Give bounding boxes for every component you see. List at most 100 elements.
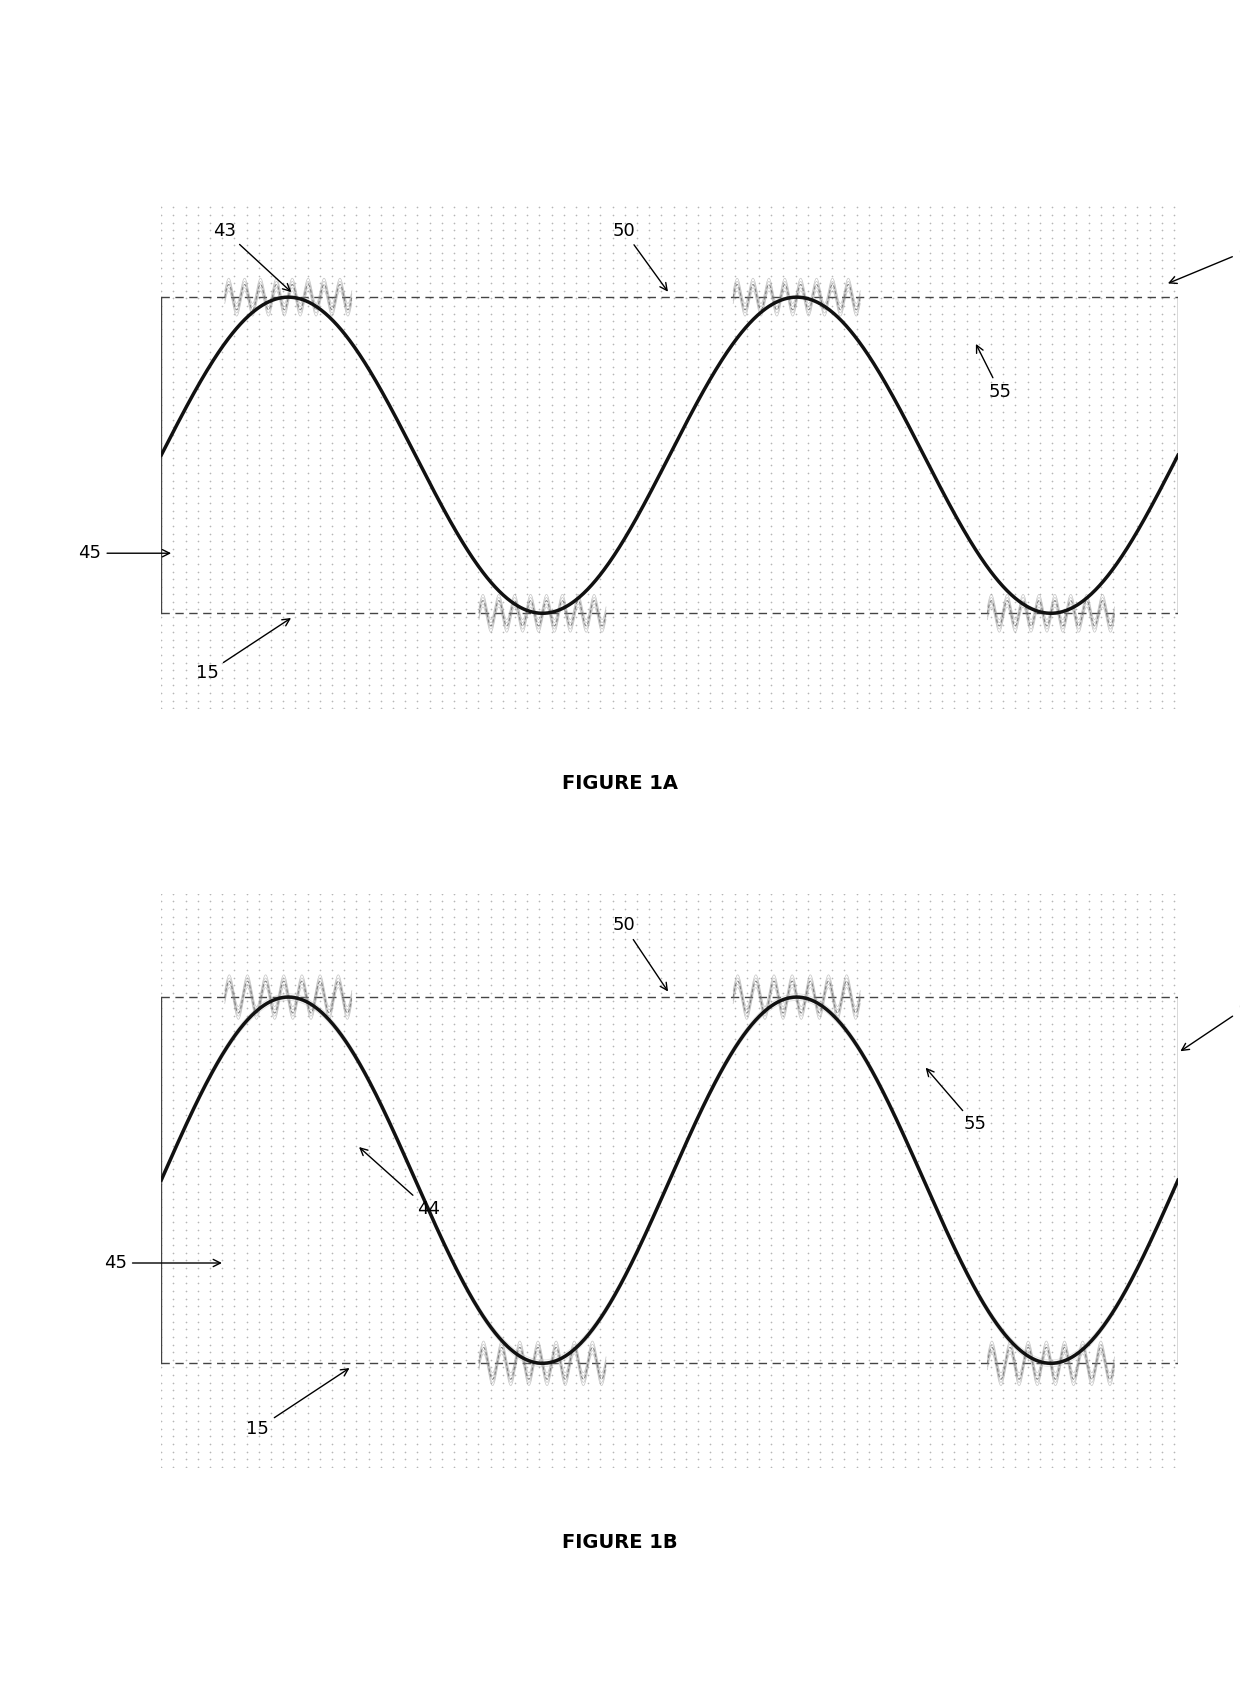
Point <box>1127 1040 1147 1067</box>
Point <box>322 1270 342 1297</box>
Point <box>676 1377 696 1404</box>
Point <box>273 1101 293 1128</box>
Point <box>701 452 720 479</box>
Point <box>920 1293 940 1320</box>
Point <box>663 1347 683 1374</box>
Point <box>822 1362 842 1389</box>
Point <box>590 926 610 953</box>
Point <box>578 1347 598 1374</box>
Point <box>883 519 903 546</box>
Point <box>1054 1224 1074 1251</box>
Point <box>761 475 781 502</box>
Point <box>1140 1086 1159 1113</box>
Point <box>847 1384 867 1411</box>
Point <box>224 459 244 486</box>
Point <box>676 536 696 563</box>
Point <box>298 475 317 502</box>
Point <box>1127 642 1147 669</box>
Point <box>262 1148 281 1175</box>
Point <box>1066 1300 1086 1327</box>
Point <box>262 1415 281 1442</box>
Point <box>578 956 598 983</box>
Point <box>799 642 818 669</box>
Point <box>724 1179 744 1205</box>
Point <box>799 695 818 722</box>
Point <box>627 550 647 577</box>
Point <box>567 1377 587 1404</box>
Point <box>1091 612 1111 639</box>
Point <box>932 543 952 570</box>
Point <box>494 491 513 518</box>
Point <box>322 1315 342 1342</box>
Point <box>1054 1339 1074 1366</box>
Point <box>419 1010 439 1037</box>
Point <box>701 604 720 631</box>
Point <box>872 904 892 931</box>
Point <box>859 224 879 251</box>
Point <box>799 261 818 288</box>
Point <box>993 1003 1013 1030</box>
Point <box>968 679 988 706</box>
Point <box>799 1453 818 1480</box>
Point <box>212 361 232 388</box>
Point <box>164 1430 184 1457</box>
Point <box>383 986 403 1013</box>
Point <box>1042 1003 1061 1030</box>
Point <box>1091 1003 1111 1030</box>
Point <box>249 642 269 669</box>
Point <box>1104 1179 1123 1205</box>
Point <box>371 1270 391 1297</box>
Point <box>396 277 415 303</box>
Point <box>408 1445 428 1472</box>
Point <box>883 315 903 342</box>
Point <box>676 1399 696 1426</box>
Text: 43: 43 <box>213 223 290 292</box>
Point <box>554 422 574 448</box>
Point <box>554 1415 574 1442</box>
Point <box>627 1071 647 1098</box>
Point <box>298 995 317 1022</box>
Point <box>920 1339 940 1366</box>
Point <box>1066 1293 1086 1320</box>
Point <box>945 1094 965 1121</box>
Point <box>835 1101 854 1128</box>
Point <box>335 1369 355 1396</box>
Point <box>578 634 598 661</box>
Point <box>444 231 464 258</box>
Point <box>1152 1239 1172 1266</box>
Point <box>224 1438 244 1465</box>
Point <box>188 1293 208 1320</box>
Point <box>774 1232 794 1259</box>
Point <box>567 619 587 646</box>
Point <box>663 995 683 1022</box>
Point <box>1152 400 1172 427</box>
Point <box>688 422 708 448</box>
Point <box>469 513 489 540</box>
Point <box>383 255 403 282</box>
Point <box>383 1101 403 1128</box>
Point <box>1115 261 1135 288</box>
Point <box>932 307 952 334</box>
Point <box>1066 413 1086 440</box>
Point <box>505 1094 525 1121</box>
Point <box>724 376 744 403</box>
Point <box>1127 880 1147 907</box>
Point <box>981 413 1001 440</box>
Point <box>688 1270 708 1297</box>
Point <box>993 1384 1013 1411</box>
Point <box>968 428 988 455</box>
Point <box>1115 1232 1135 1259</box>
Point <box>1127 1140 1147 1167</box>
Point <box>1091 956 1111 983</box>
Point <box>542 497 562 524</box>
Point <box>1104 194 1123 221</box>
Point <box>578 1315 598 1342</box>
Point <box>494 1109 513 1136</box>
Point <box>358 293 378 320</box>
Point <box>603 406 622 433</box>
Point <box>908 1248 928 1275</box>
Point <box>799 246 818 273</box>
Point <box>298 1079 317 1106</box>
Point <box>176 619 196 646</box>
Point <box>224 926 244 953</box>
